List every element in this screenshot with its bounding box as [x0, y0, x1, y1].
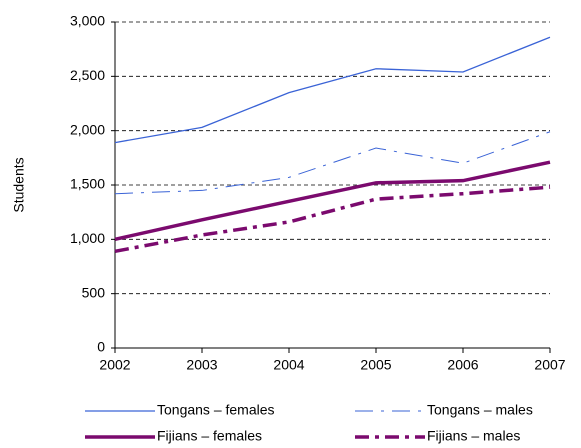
series-line — [114, 160, 551, 242]
y-tick-label: 1,000 — [70, 230, 105, 246]
y-axis-label: Students — [11, 157, 27, 212]
series-line — [114, 36, 551, 144]
y-tick-label: 0 — [97, 339, 105, 355]
legend-label: Fijians – females — [157, 428, 262, 444]
y-tick-label: 500 — [82, 284, 106, 300]
legend-label: Tongans – females — [157, 402, 275, 418]
x-tick-label: 2007 — [534, 357, 565, 373]
x-tick-label: 2005 — [360, 357, 391, 373]
y-tick-label: 1,500 — [70, 176, 105, 192]
y-tick-label: 3,000 — [70, 13, 105, 29]
y-tick-label: 2,500 — [70, 67, 105, 83]
legend-label: Fijians – males — [427, 428, 520, 444]
x-tick-label: 2002 — [99, 357, 130, 373]
legend-label: Tongans – males — [427, 402, 533, 418]
series-line — [114, 185, 551, 254]
series-line — [114, 131, 551, 195]
x-tick-label: 2006 — [447, 357, 478, 373]
y-tick-label: 2,000 — [70, 121, 105, 137]
x-tick-label: 2003 — [186, 357, 217, 373]
x-tick-label: 2004 — [273, 357, 304, 373]
